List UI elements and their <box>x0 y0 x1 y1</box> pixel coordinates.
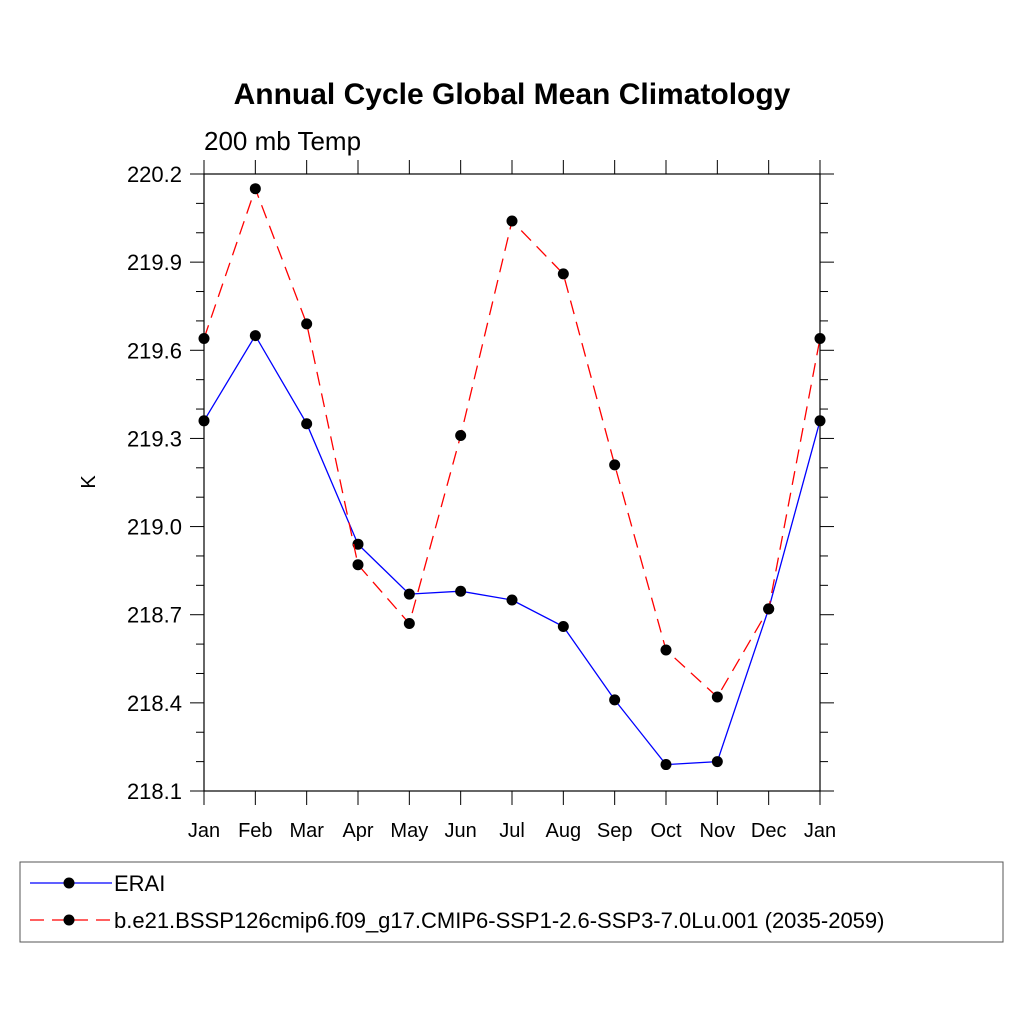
data-point-1 <box>557 268 569 280</box>
legend-label-1: b.e21.BSSP126cmip6.f09_g17.CMIP6-SSP1-2.… <box>114 908 884 933</box>
legend-marker-0 <box>63 877 75 889</box>
x-tick-label: Nov <box>700 820 736 842</box>
y-axis-label: K <box>78 475 100 489</box>
plot-frame <box>203 173 821 792</box>
x-tick-label: Apr <box>342 820 373 842</box>
y-tick-label: 218.1 <box>127 779 182 804</box>
chart-subtitle: 200 mb Temp <box>204 126 361 156</box>
x-tick-label: Mar <box>289 820 324 842</box>
legend-items: ERAI b.e21.BSSP126cmip6.f09_g17.CMIP6-SSP… <box>30 871 884 933</box>
data-point-0 <box>455 585 467 597</box>
data-point-1 <box>403 618 415 630</box>
data-point-0 <box>352 538 364 550</box>
data-point-1 <box>249 183 261 195</box>
legend: ERAI b.e21.BSSP126cmip6.f09_g17.CMIP6-SSP… <box>19 861 1004 943</box>
y-tick-labels: 220.2 219.9 219.6 219.3 219.0 218.7 218.4 218.1 <box>127 162 182 804</box>
x-tick-label: Jan <box>188 820 220 842</box>
data-point-0 <box>301 418 313 430</box>
y-tick-label: 218.7 <box>127 603 182 628</box>
y-tick-label: 218.4 <box>127 691 182 716</box>
series-line-0 <box>203 334 821 766</box>
data-point-1 <box>301 318 313 330</box>
y-tick-label: 219.9 <box>127 250 182 275</box>
data-point-1 <box>506 215 518 227</box>
y-tick-label: 219.6 <box>127 338 182 363</box>
data-point-1 <box>711 691 723 703</box>
data-point-1 <box>763 603 775 615</box>
x-tick-label: Feb <box>238 820 272 842</box>
y-tick-label: 219.0 <box>127 515 182 540</box>
y-tick-label: 220.2 <box>127 162 182 187</box>
data-point-1 <box>455 429 467 441</box>
legend-label-0: ERAI <box>114 871 165 896</box>
legend-frame <box>19 861 1004 943</box>
series-line-1 <box>203 186 821 699</box>
x-tick-label: Jul <box>499 820 525 842</box>
x-tick-label: Jun <box>445 820 477 842</box>
series-layer <box>198 183 826 771</box>
data-point-0 <box>249 330 261 342</box>
x-tick-label: Sep <box>597 820 633 842</box>
x-tick-label: Aug <box>546 820 582 842</box>
chart-title: Annual Cycle Global Mean Climatology <box>234 78 791 111</box>
data-point-0 <box>660 759 672 771</box>
x-tick-label: Oct <box>650 820 682 842</box>
data-point-0 <box>609 694 621 706</box>
x-tick-label: May <box>390 820 428 842</box>
axis-ticks <box>190 160 834 805</box>
data-point-0 <box>557 620 569 632</box>
legend-marker-1 <box>63 914 75 926</box>
data-point-1 <box>609 459 621 471</box>
x-tick-labels: Jan Feb Mar Apr May Jun Jul Aug Sep Oct Nov Dec Jan <box>188 820 836 842</box>
y-tick-label: 219.3 <box>127 426 182 451</box>
data-point-1 <box>352 559 364 571</box>
x-tick-label: Dec <box>751 820 787 842</box>
data-point-1 <box>660 644 672 656</box>
data-point-0 <box>403 588 415 600</box>
x-tick-label: Jan <box>804 820 836 842</box>
data-point-0 <box>711 756 723 768</box>
data-point-0 <box>506 594 518 606</box>
